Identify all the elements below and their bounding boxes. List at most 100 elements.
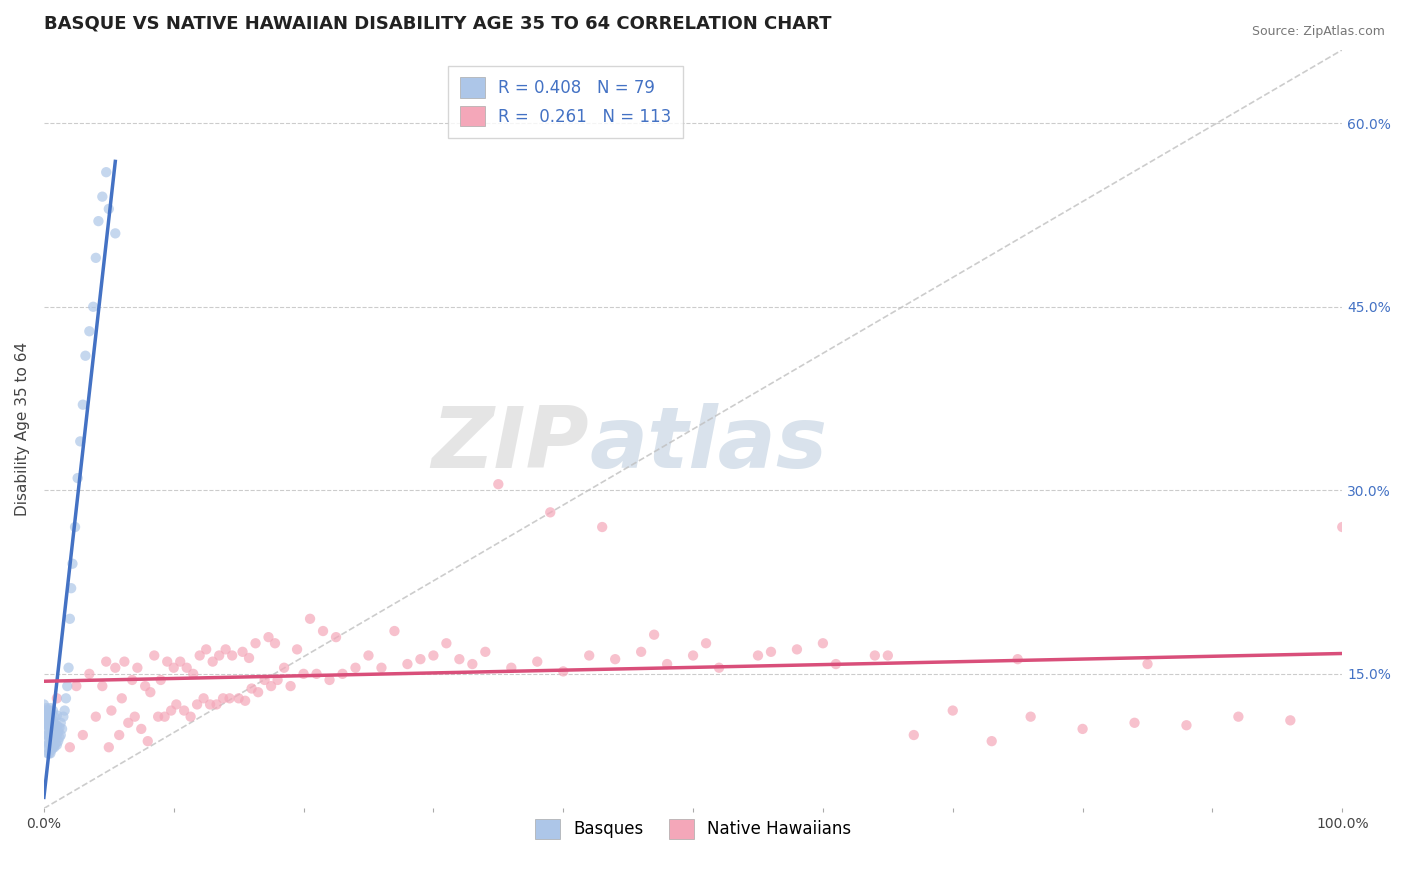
Point xyxy=(32,698,55,712)
Point xyxy=(591,520,613,534)
Point xyxy=(1279,714,1302,728)
Point xyxy=(370,661,392,675)
Point xyxy=(134,679,156,693)
Point xyxy=(37,704,59,718)
Point xyxy=(305,666,328,681)
Point xyxy=(55,691,77,706)
Point xyxy=(32,704,55,718)
Point xyxy=(253,673,276,687)
Point xyxy=(825,657,848,671)
Point xyxy=(100,704,122,718)
Point xyxy=(84,251,107,265)
Point xyxy=(62,557,84,571)
Point xyxy=(38,747,60,761)
Point xyxy=(682,648,704,663)
Point xyxy=(65,679,87,693)
Point xyxy=(37,728,59,742)
Point xyxy=(169,655,191,669)
Point xyxy=(42,714,65,728)
Point xyxy=(45,708,67,723)
Point xyxy=(45,728,67,742)
Point xyxy=(72,398,94,412)
Point xyxy=(34,709,56,723)
Point xyxy=(643,628,665,642)
Point xyxy=(205,698,228,712)
Point xyxy=(232,645,254,659)
Point xyxy=(53,704,76,718)
Point xyxy=(35,728,58,742)
Point xyxy=(136,734,159,748)
Point xyxy=(264,636,287,650)
Point xyxy=(332,666,354,681)
Point xyxy=(195,642,218,657)
Point xyxy=(396,657,419,671)
Point xyxy=(41,715,63,730)
Point xyxy=(707,661,730,675)
Point xyxy=(104,661,127,675)
Point xyxy=(59,740,82,755)
Point xyxy=(214,642,236,657)
Point xyxy=(82,300,104,314)
Point xyxy=(149,673,172,687)
Point xyxy=(273,661,295,675)
Point xyxy=(44,740,66,755)
Point xyxy=(201,655,224,669)
Point xyxy=(46,724,69,739)
Point xyxy=(42,731,65,745)
Point xyxy=(384,624,406,638)
Point xyxy=(245,636,267,650)
Point xyxy=(165,698,187,712)
Point xyxy=(91,679,114,693)
Point xyxy=(35,701,58,715)
Point xyxy=(1019,709,1042,723)
Point xyxy=(318,673,340,687)
Point xyxy=(163,661,186,675)
Point xyxy=(45,728,67,742)
Point xyxy=(655,657,678,671)
Point xyxy=(153,709,176,723)
Point xyxy=(1227,709,1250,723)
Point xyxy=(357,648,380,663)
Point xyxy=(553,665,575,679)
Point xyxy=(247,685,270,699)
Point xyxy=(44,731,66,745)
Point xyxy=(811,636,834,650)
Point xyxy=(695,636,717,650)
Point xyxy=(747,648,769,663)
Point xyxy=(218,691,240,706)
Point xyxy=(1136,657,1159,671)
Point xyxy=(44,709,66,723)
Point xyxy=(108,728,131,742)
Point xyxy=(97,202,120,216)
Point xyxy=(240,681,263,696)
Point xyxy=(312,624,335,638)
Point xyxy=(233,694,256,708)
Point xyxy=(42,722,65,736)
Point xyxy=(786,642,808,657)
Point xyxy=(630,645,652,659)
Point xyxy=(49,728,72,742)
Point xyxy=(759,645,782,659)
Point xyxy=(49,715,72,730)
Point xyxy=(526,655,548,669)
Point xyxy=(422,648,444,663)
Point xyxy=(221,648,243,663)
Point xyxy=(58,661,80,675)
Point xyxy=(434,636,457,650)
Y-axis label: Disability Age 35 to 64: Disability Age 35 to 64 xyxy=(15,342,30,516)
Point xyxy=(344,661,367,675)
Point xyxy=(299,612,322,626)
Point xyxy=(501,661,523,675)
Point xyxy=(39,709,62,723)
Point xyxy=(39,728,62,742)
Point xyxy=(260,679,283,693)
Point xyxy=(45,738,67,752)
Point xyxy=(285,642,308,657)
Point xyxy=(41,706,63,720)
Point xyxy=(409,652,432,666)
Point xyxy=(193,691,215,706)
Point xyxy=(38,728,60,742)
Point xyxy=(39,738,62,752)
Point xyxy=(139,685,162,699)
Point xyxy=(84,709,107,723)
